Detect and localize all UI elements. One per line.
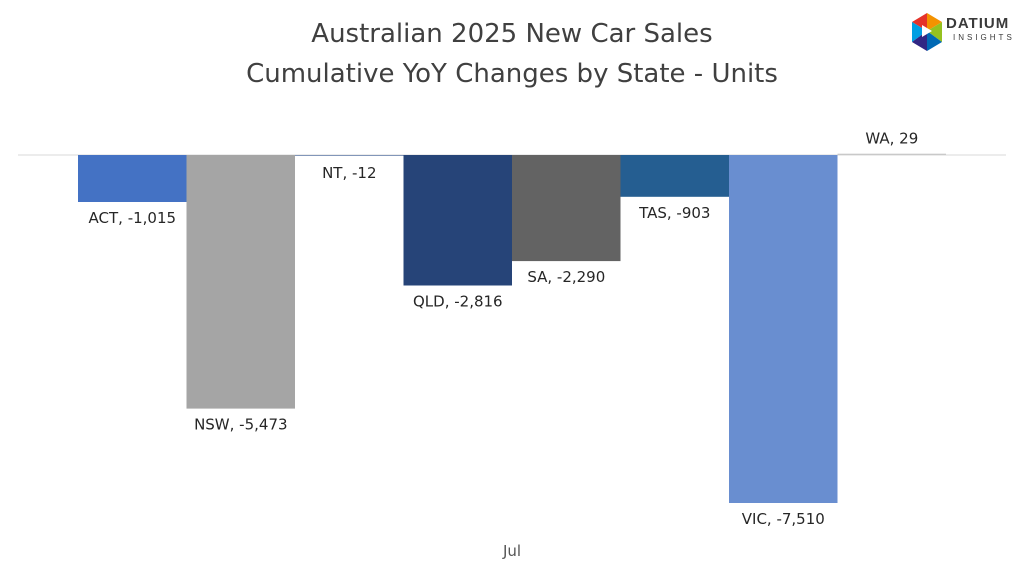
bar-sa [512,155,621,262]
x-tick-label: Jul [502,542,521,560]
data-label-nsw: NSW, -5,473 [194,416,287,434]
logo-subtitle: INSIGHTS [953,33,1015,42]
data-label-act: ACT, -1,015 [89,209,177,227]
datium-logo-icon [912,13,942,51]
data-label-qld: QLD, -2,816 [413,293,503,311]
bar-nsw [186,155,295,409]
datium-logo: DATIUM INSIGHTS [910,12,1012,54]
data-label-wa: WA, 29 [865,130,918,148]
bar-vic [729,155,838,503]
data-label-nt: NT, -12 [322,164,376,182]
data-label-sa: SA, -2,290 [527,268,605,286]
bar-act [78,155,187,202]
data-label-tas: TAS, -903 [638,204,710,222]
bar-tas [620,155,729,197]
data-label-vic: VIC, -7,510 [742,510,825,528]
bar-nt [295,155,404,156]
bar-wa [837,153,946,155]
bar-qld [403,155,512,286]
chart-title-line2: Cumulative YoY Changes by State - Units [246,59,778,89]
chart-title-line1: Australian 2025 New Car Sales [311,19,713,49]
logo-wordmark: DATIUM [946,15,1010,32]
